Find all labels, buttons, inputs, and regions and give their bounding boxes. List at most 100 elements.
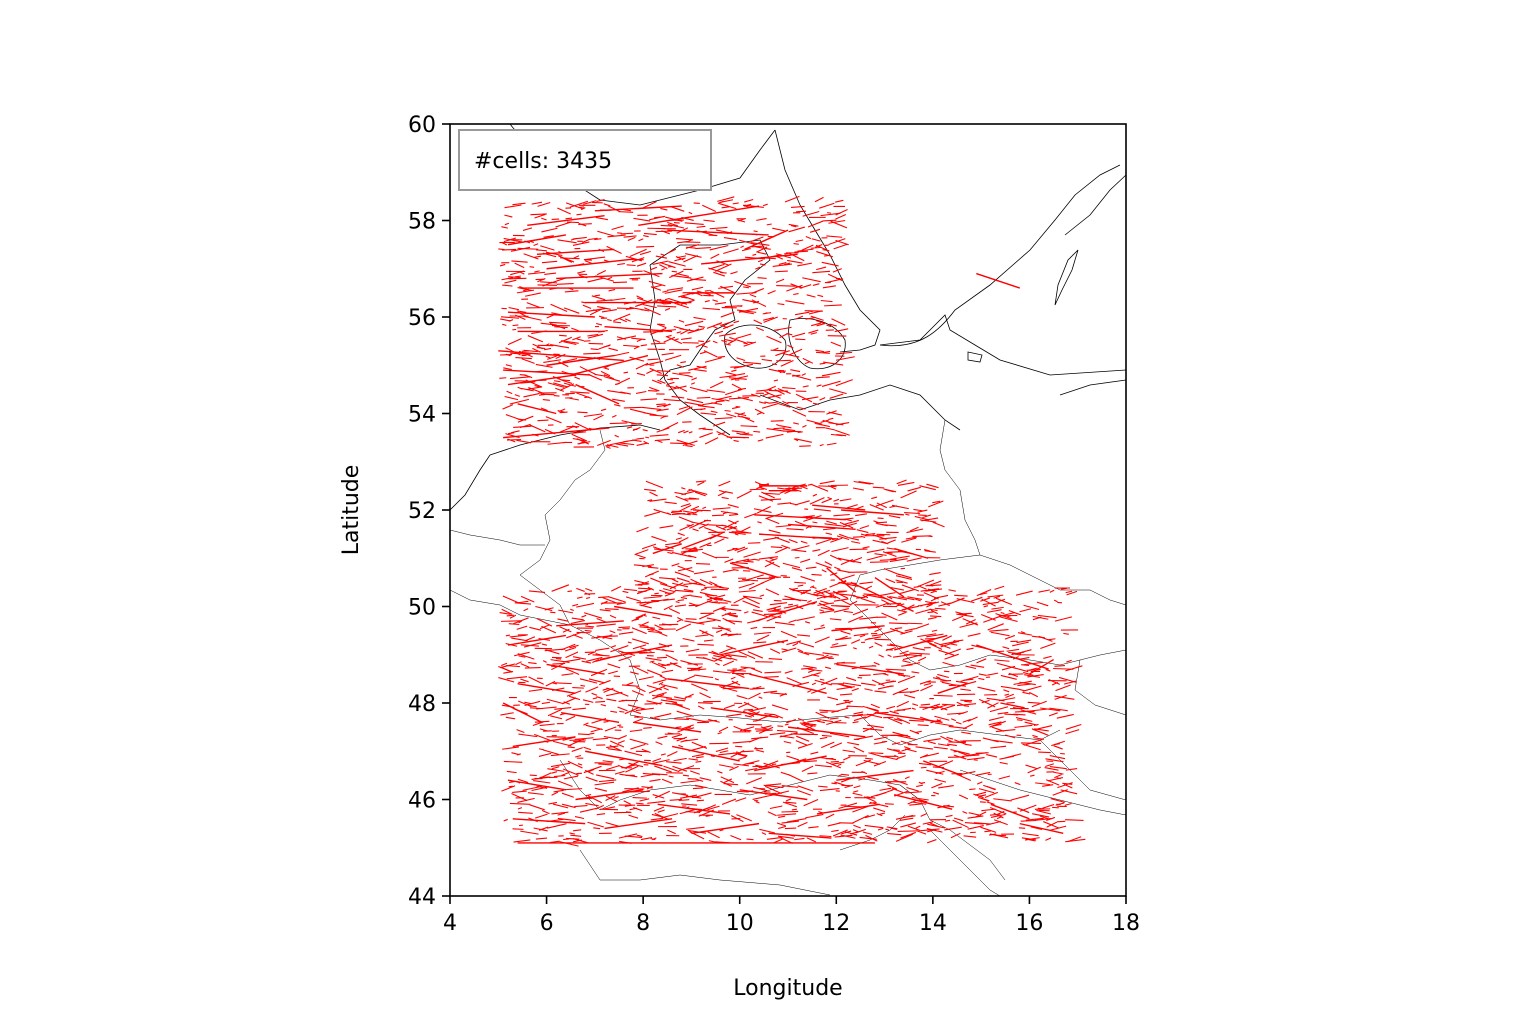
track-dash: [821, 741, 835, 749]
track-dash: [581, 301, 586, 304]
track-dash: [703, 639, 714, 642]
track-dash: [837, 635, 848, 641]
track-dash: [739, 310, 754, 315]
track-dash: [578, 223, 592, 225]
track-dash: [779, 370, 786, 374]
track-dash: [757, 277, 767, 279]
track-dash: [874, 553, 887, 556]
track-dash: [679, 372, 691, 374]
track-dash: [607, 596, 626, 603]
track-dash: [732, 568, 739, 571]
track-dash: [864, 814, 876, 819]
track-dash: [889, 710, 899, 715]
track-dash: [918, 514, 927, 516]
track-dash: [790, 205, 805, 209]
track-dash: [628, 762, 644, 768]
track-dash: [591, 692, 598, 696]
track-dash: [919, 754, 929, 759]
track-dash: [602, 687, 609, 691]
track-dash: [725, 388, 743, 396]
track-dash: [813, 587, 827, 594]
track-dash: [504, 222, 510, 226]
track-dash: [843, 519, 859, 526]
track-dash: [780, 762, 801, 766]
track-dash: [780, 630, 797, 639]
track-dash: [500, 712, 514, 716]
track-dash: [919, 519, 937, 523]
track-dash: [877, 592, 896, 597]
track-dash: [523, 253, 539, 260]
track-dash: [683, 430, 689, 434]
track-dash: [953, 639, 960, 643]
track-dash: [1049, 707, 1068, 712]
track-dash: [532, 343, 543, 350]
track-dash: [667, 287, 684, 291]
legend: #cells: 3435: [458, 129, 712, 191]
track-dash: [775, 255, 784, 260]
track-dash: [660, 415, 666, 419]
track-dash: [788, 603, 793, 606]
track-dash: [669, 662, 682, 668]
track-dash: [866, 548, 885, 554]
track-dash: [1001, 665, 1016, 671]
track-dash: [772, 263, 792, 267]
track-dash: [695, 246, 711, 250]
track-dash: [571, 433, 588, 442]
track-dash: [1054, 616, 1073, 622]
track-dash: [690, 578, 706, 587]
track-dash: [738, 582, 755, 589]
track-dash: [574, 737, 594, 740]
track-dash: [751, 667, 763, 674]
track-dash: [603, 374, 615, 380]
track-dash: [740, 245, 744, 249]
track-dash: [831, 318, 846, 326]
track-dash: [807, 483, 813, 486]
track-dash: [618, 631, 634, 635]
track-segment: [729, 562, 779, 579]
track-dash: [692, 787, 704, 790]
track-dash: [785, 798, 792, 802]
track-dash: [1063, 783, 1073, 789]
track-dash: [512, 828, 524, 830]
track-dash: [879, 787, 892, 791]
track-dash: [757, 439, 764, 442]
track-dash: [828, 417, 834, 421]
track-dash: [1043, 655, 1052, 659]
track-dash: [743, 551, 761, 558]
track-dash: [650, 577, 668, 586]
track-dash: [955, 680, 968, 684]
track-dash: [895, 575, 913, 581]
track-dash: [532, 347, 541, 353]
track-dash: [822, 719, 833, 723]
track-dash: [695, 340, 711, 348]
track-dash: [706, 389, 726, 393]
track-dash: [777, 303, 785, 306]
track-dash: [597, 439, 611, 447]
track-dash: [676, 272, 689, 277]
track-dash: [643, 235, 649, 238]
track-dash: [717, 432, 726, 436]
track-dash: [774, 621, 795, 626]
track-dash: [634, 549, 649, 556]
track-dash: [835, 351, 853, 355]
track-dash: [922, 752, 939, 758]
track-dash: [834, 199, 844, 203]
track-dash: [948, 589, 956, 592]
track-dash: [688, 431, 693, 434]
track-dash: [1044, 767, 1059, 771]
track-dash: [770, 608, 782, 612]
track-dash: [756, 482, 769, 490]
track-dash: [829, 732, 850, 738]
track-dash: [516, 439, 532, 444]
track-dash: [500, 318, 511, 322]
track-dash: [716, 260, 730, 266]
track-dash: [742, 710, 755, 717]
track-dash: [899, 650, 909, 655]
track-dash: [633, 346, 640, 350]
track-dash: [936, 771, 942, 774]
track-dash: [516, 310, 527, 313]
track-segment: [874, 576, 905, 598]
track-dash: [848, 628, 853, 631]
track-dash: [775, 253, 792, 259]
track-dash: [882, 673, 889, 676]
